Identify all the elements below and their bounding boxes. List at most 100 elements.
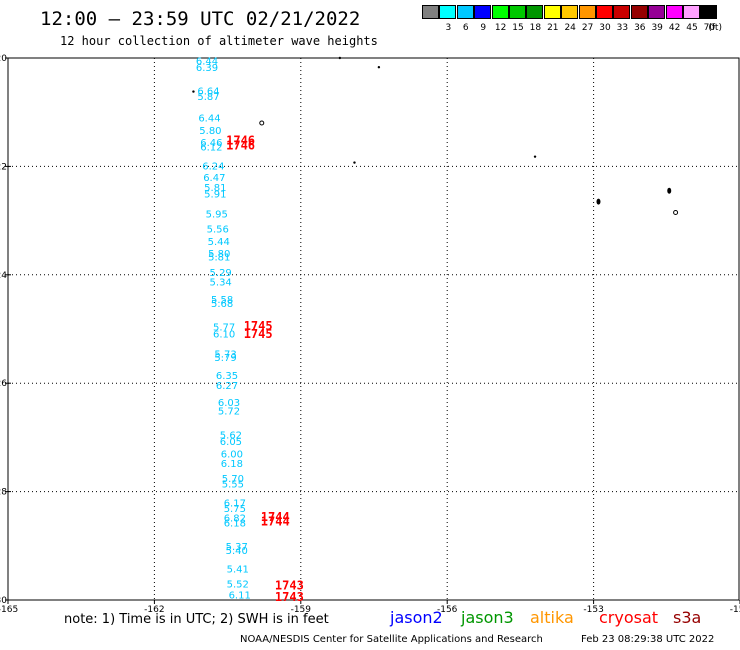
- pass-time-label: 1745: [244, 327, 273, 341]
- legend-swatch: [578, 5, 596, 19]
- legend-label: 9: [480, 23, 487, 33]
- legend-swatch: [422, 5, 439, 19]
- swh-value-label: 5.62: [220, 431, 242, 442]
- footer-timestamp: Feb 23 08:29:38 UTC 2022: [581, 634, 715, 645]
- island-marker: [353, 161, 356, 164]
- swh-value-label: 5.68: [211, 299, 233, 310]
- x-tick-label: -153: [583, 605, 603, 615]
- island-marker: [667, 187, 672, 194]
- legend-swatch: [439, 5, 457, 19]
- y-tick-label: -26: [0, 379, 7, 389]
- satellite-jason2: jason2: [390, 608, 443, 627]
- y-tick-label: -20: [0, 54, 7, 64]
- legend-label: 30: [599, 23, 611, 33]
- pass-time-label: 1743: [275, 590, 304, 604]
- swh-value-label: 6.17: [224, 498, 246, 509]
- swh-value-label: 5.44: [208, 237, 230, 248]
- island-marker: [596, 198, 601, 205]
- swh-value-label: 6.11: [229, 591, 251, 602]
- legend-label: 6: [462, 23, 469, 33]
- x-tick-label: -162: [144, 605, 164, 615]
- swh-value-label: 6.24: [202, 161, 224, 172]
- legend-label: 18: [529, 23, 542, 33]
- legend-label: 36: [634, 23, 646, 33]
- swh-value-label: 5.79: [214, 353, 236, 364]
- pass-time-label: 1745: [244, 319, 273, 333]
- legend-swatch: [700, 5, 718, 19]
- legend-label: 70: [703, 23, 716, 33]
- y-tick-label: -24: [0, 271, 7, 281]
- swh-value-label: 5.77: [213, 322, 235, 333]
- legend-swatch: [509, 5, 526, 19]
- legend-label: 24: [564, 23, 576, 33]
- legend-swatch: [456, 5, 474, 19]
- swh-value-label: 5.34: [210, 277, 232, 288]
- swh-value-label: 5.37: [226, 542, 248, 553]
- swh-value-label: 5.91: [204, 190, 226, 201]
- swh-value-label: 6.10: [213, 329, 235, 340]
- swh-value-label: 5.29: [210, 268, 232, 279]
- legend-swatch: [543, 5, 561, 19]
- legend-swatch: [596, 5, 613, 19]
- page-subtitle: 12 hour collection of altimeter wave hei…: [60, 34, 378, 48]
- legend-swatch: [491, 5, 509, 19]
- swh-value-label: 6.46: [200, 138, 222, 149]
- y-tick-label: -30: [0, 596, 7, 606]
- swh-value-label: 5.95: [206, 210, 228, 221]
- x-tick-label: -150: [730, 605, 740, 615]
- page-title: 12:00 — 23:59 UTC 02/21/2022: [40, 8, 361, 30]
- swh-value-label: 6.18: [224, 518, 246, 529]
- swh-value-label: 5.41: [227, 565, 249, 576]
- swh-value-label: 5.72: [218, 406, 240, 417]
- island-marker: [338, 56, 342, 60]
- satellite-s3a: s3a: [673, 608, 702, 627]
- pass-time-label: 1744: [261, 510, 290, 524]
- swh-value-label: 5.58: [211, 295, 233, 306]
- swh-value-label: 5.87: [197, 92, 219, 103]
- swh-value-label: 6.64: [197, 87, 219, 98]
- legend-label: 3: [445, 23, 452, 33]
- swh-value-label: 5.73: [214, 349, 236, 360]
- legend-swatch: [474, 5, 492, 19]
- swh-value-label: 5.70: [222, 474, 244, 485]
- y-tick-label: -28: [0, 488, 7, 498]
- swh-value-label: 5.55: [222, 479, 244, 490]
- swh-value-label: 5.81: [208, 252, 230, 263]
- legend-unit: (ft): [708, 23, 722, 33]
- swh-value-label: 6.12: [200, 142, 222, 153]
- satellite-jason3: jason3: [461, 608, 514, 627]
- legend-label: 12: [494, 23, 507, 33]
- legend-label: 39: [651, 23, 663, 33]
- satellite-altika: altika: [530, 608, 574, 627]
- legend-label: 21: [547, 23, 559, 33]
- legend-label: 27: [581, 23, 594, 33]
- swh-value-label: 5.81: [204, 183, 226, 194]
- swh-value-label: 6.05: [220, 437, 242, 448]
- legend-swatch: [526, 5, 544, 19]
- legend-swatch: [683, 5, 700, 19]
- swh-value-label: 6.27: [216, 381, 238, 392]
- x-tick-label: -159: [291, 605, 312, 615]
- swh-value-label: 6.03: [218, 398, 240, 409]
- swh-value-label: 6.82: [224, 514, 246, 525]
- legend-label: 42: [668, 23, 681, 33]
- legend-label: 45: [686, 23, 698, 33]
- swh-value-label: 6.00: [221, 450, 243, 461]
- legend-swatch: [665, 5, 683, 19]
- pass-time-label: 1746: [226, 139, 255, 153]
- swh-value-label: 6.35: [216, 371, 238, 382]
- legend-label: 33: [616, 23, 629, 33]
- island-marker: [533, 155, 537, 158]
- footer-note: note: 1) Time is in UTC; 2) SWH is in fe…: [64, 612, 329, 627]
- map-frame: [7, 57, 740, 601]
- swh-value-label: 6.39: [196, 63, 218, 74]
- swh-value-label: 6.44: [198, 114, 220, 125]
- swh-value-label: 6.18: [221, 459, 243, 470]
- swh-value-label: 5.80: [199, 126, 221, 137]
- satellite-cryosat: cryosat: [599, 608, 659, 627]
- swh-value-label: 6.47: [203, 173, 225, 184]
- x-tick-label: -165: [0, 605, 18, 615]
- island-marker: [259, 120, 265, 126]
